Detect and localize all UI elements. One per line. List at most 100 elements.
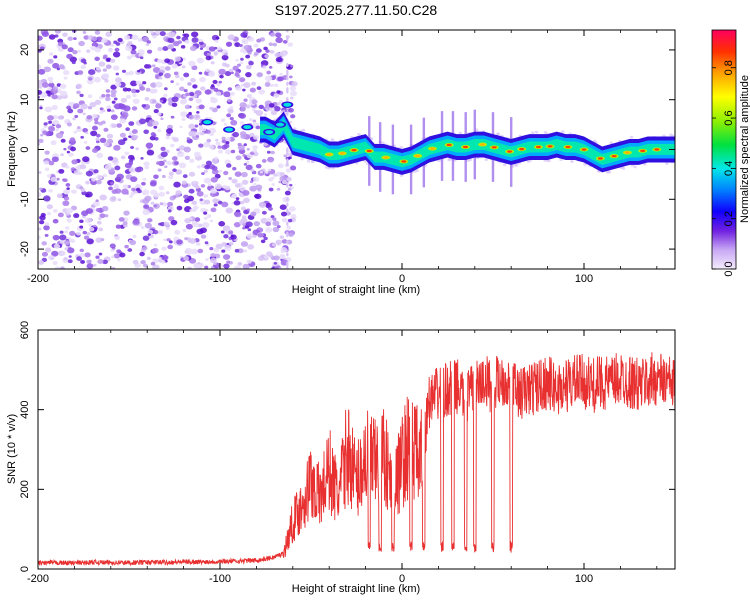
noise-blob: [38, 192, 42, 197]
noise-blob: [241, 179, 249, 185]
noise-blob: [205, 129, 211, 134]
noise-blob: [272, 226, 280, 233]
noise-blob: [176, 148, 180, 152]
noise-blob: [39, 215, 46, 221]
noise-blob: [101, 205, 109, 212]
noise-blob: [229, 105, 234, 109]
snr-panel: -200 -100 0 100 0 200 400 600 Height of straigh…: [6, 321, 676, 595]
noise-blob: [163, 238, 167, 242]
noise-blob: [145, 43, 150, 47]
noise-blob: [59, 230, 64, 234]
noise-blob: [38, 95, 41, 99]
noise-blob: [281, 217, 288, 223]
noise-blob: [70, 239, 76, 244]
noise-blob: [189, 158, 195, 163]
noise-blob: [158, 222, 162, 226]
noise-blob: [205, 68, 210, 72]
noise-blob: [127, 40, 133, 46]
noise-blob: [131, 129, 138, 134]
noise-blob: [184, 155, 191, 161]
noise-blob: [146, 64, 152, 69]
noise-blob: [144, 165, 149, 170]
noise-blob: [174, 229, 181, 235]
noise-blob: [286, 252, 289, 257]
noise-blob: [286, 30, 289, 33]
noise-blob: [190, 77, 196, 83]
noise-blob: [79, 248, 84, 253]
noise-blob: [79, 225, 84, 229]
noise-blob: [196, 110, 200, 114]
early-blob-core: [276, 122, 285, 127]
noise-blob: [64, 247, 69, 251]
noise-blob: [249, 185, 257, 192]
noise-blob: [208, 132, 214, 137]
noise-blob: [208, 46, 216, 52]
noise-blob: [273, 261, 278, 265]
noise-blob: [239, 121, 245, 125]
noise-blob: [122, 221, 128, 226]
noise-blob: [286, 149, 289, 154]
noise-blob: [160, 146, 166, 151]
noise-blob: [44, 167, 50, 171]
noise-blob: [111, 123, 117, 128]
noise-blob: [220, 118, 226, 122]
noise-blob: [92, 148, 99, 153]
noise-blob: [275, 57, 283, 63]
noise-blob: [216, 105, 221, 109]
ridge-hotspot-core: [462, 145, 469, 149]
noise-blob: [55, 132, 64, 139]
noise-blob: [111, 255, 115, 259]
noise-blob: [248, 60, 254, 66]
noise-blob: [270, 215, 275, 219]
noise-blob: [145, 142, 154, 149]
noise-blob: [153, 125, 158, 129]
snr-y-label: SNR (10 * v/v): [6, 414, 18, 484]
noise-blob: [208, 144, 215, 150]
noise-blob: [149, 135, 156, 141]
noise-blob: [52, 260, 58, 266]
noise-blob: [234, 42, 241, 48]
snr-axes: -200 -100 0 100 0 200 400 600: [19, 321, 675, 585]
noise-blob: [95, 207, 101, 212]
noise-blob: [173, 71, 179, 76]
noise-blob: [174, 161, 179, 166]
noise-blob: [252, 234, 257, 238]
noise-blob: [38, 35, 43, 41]
noise-blob: [270, 256, 276, 260]
noise-blob: [142, 263, 148, 268]
noise-blob: [67, 108, 74, 114]
noise-blob: [287, 42, 294, 47]
noise-blob: [155, 103, 162, 109]
noise-blob: [153, 243, 158, 247]
noise-blob: [72, 117, 76, 121]
early-blob-core: [283, 102, 292, 107]
noise-blob: [154, 30, 162, 35]
noise-blob: [38, 235, 41, 240]
noise-blob: [47, 76, 54, 82]
noise-blob: [286, 221, 289, 226]
noise-blob: [96, 174, 103, 180]
noise-blob: [143, 161, 150, 167]
ridge-halo: [310, 160, 315, 163]
noise-blob: [86, 78, 94, 85]
noise-blob: [197, 248, 204, 254]
noise-blob: [62, 32, 68, 37]
noise-blob: [221, 249, 226, 253]
noise-blob: [264, 82, 271, 88]
snr-plot-area: [38, 352, 675, 567]
noise-blob: [226, 113, 232, 118]
noise-blob: [73, 170, 81, 176]
noise-blob: [142, 209, 150, 216]
colorbar-tick-label: 0.2: [723, 211, 735, 226]
noise-blob: [203, 216, 208, 220]
noise-blob: [48, 189, 53, 193]
noise-blob: [48, 34, 56, 40]
noise-blob: [124, 162, 132, 169]
noise-blob: [174, 74, 180, 79]
noise-blob: [85, 180, 90, 185]
noise-blob: [164, 87, 168, 91]
noise-blob: [139, 56, 144, 60]
noise-blob: [67, 47, 74, 53]
noise-blob: [189, 133, 193, 137]
